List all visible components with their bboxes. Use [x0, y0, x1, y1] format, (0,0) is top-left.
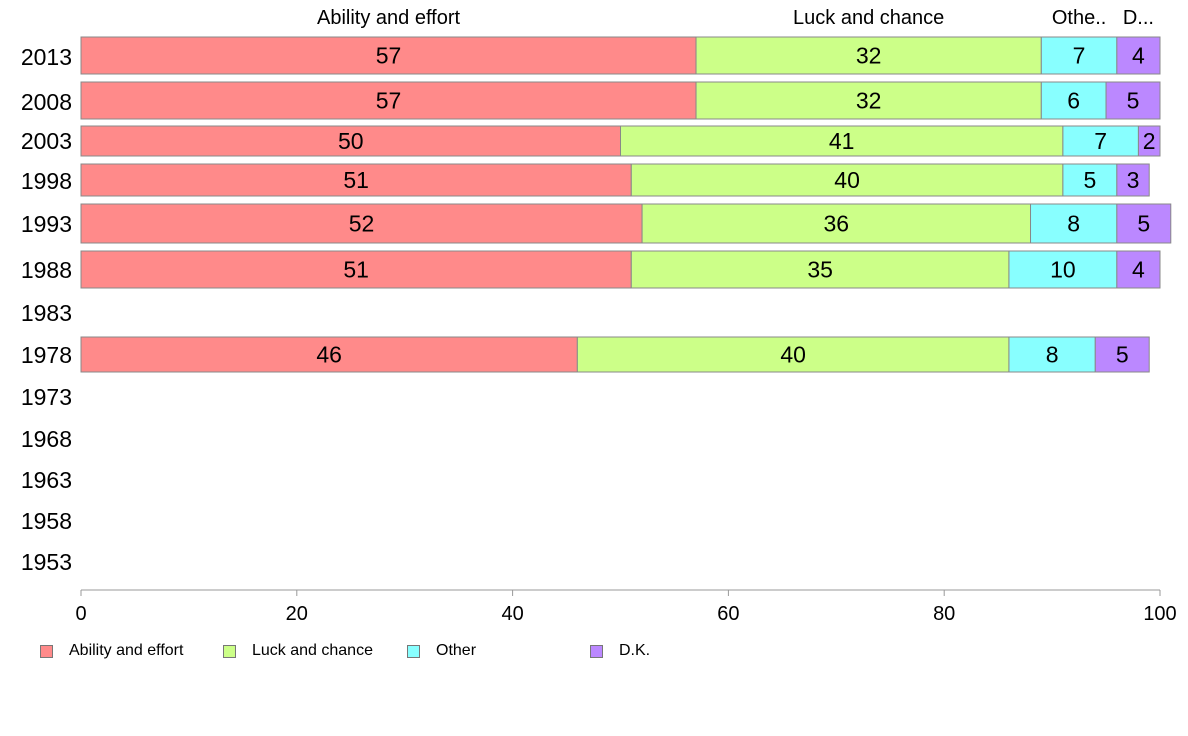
data-label-1978-2: 8	[1046, 342, 1059, 368]
top-series-label-3: D...	[1123, 7, 1154, 29]
bar-1988-ability-and-effort	[80, 250, 632, 289]
bar-2003-ability-and-effort	[80, 125, 621, 157]
data-label-2003-1: 41	[829, 128, 855, 154]
x-tick-label-0: 0	[75, 603, 86, 625]
legend-label: Other	[436, 642, 477, 659]
top-series-label-2: Othe..	[1052, 7, 1106, 29]
data-label-2003-0: 50	[338, 128, 364, 154]
category-label-1953: 1953	[21, 549, 72, 575]
data-label-2013-1: 32	[856, 43, 882, 69]
bar-1993-d-k-	[1116, 203, 1172, 244]
data-label-1998-3: 3	[1127, 167, 1140, 193]
data-label-2003-2: 7	[1094, 128, 1107, 154]
bar-2008-other	[1040, 81, 1107, 120]
data-label-1988-1: 35	[807, 257, 833, 283]
bar-1978-other	[1008, 336, 1096, 373]
data-label-2008-0: 57	[376, 88, 402, 114]
bar-1998-other	[1062, 163, 1118, 197]
x-tick-label-40: 40	[501, 603, 523, 625]
bar-2013-d-k-	[1116, 36, 1161, 75]
data-label-2003-3: 2	[1143, 128, 1156, 154]
category-label-2008: 2008	[21, 89, 72, 115]
category-label-1993: 1993	[21, 211, 72, 237]
data-label-1993-3: 5	[1137, 211, 1150, 237]
top-series-label-0: Ability and effort	[317, 7, 460, 29]
bar-2008-ability-and-effort	[80, 81, 697, 120]
category-label-2013: 2013	[21, 44, 72, 70]
x-tick-label-20: 20	[286, 603, 308, 625]
legend-item-d-k-: D.K.	[590, 642, 650, 660]
bar-1993-luck-and-chance	[641, 203, 1032, 244]
bar-1978-d-k-	[1094, 336, 1150, 373]
bar-1988-luck-and-chance	[630, 250, 1010, 289]
category-label-2003: 2003	[21, 128, 72, 154]
data-label-2008-3: 5	[1127, 88, 1140, 114]
legend-label: Luck and chance	[252, 642, 373, 659]
data-label-2008-2: 6	[1067, 88, 1080, 114]
legend-item-luck-and-chance: Luck and chance	[223, 642, 373, 660]
legend-swatch	[590, 644, 603, 658]
bar-1993-ability-and-effort	[80, 203, 643, 244]
category-label-1978: 1978	[21, 342, 72, 368]
bar-1998-luck-and-chance	[630, 163, 1064, 197]
data-label-1988-3: 4	[1132, 257, 1145, 283]
bar-2003-d-k-	[1137, 125, 1161, 157]
data-label-1993-2: 8	[1067, 211, 1080, 237]
bar-2013-other	[1040, 36, 1118, 75]
bar-2013-ability-and-effort	[80, 36, 697, 75]
category-label-1963: 1963	[21, 467, 72, 493]
bar-1988-d-k-	[1116, 250, 1161, 289]
data-label-1998-0: 51	[343, 167, 369, 193]
category-label-1973: 1973	[21, 384, 72, 410]
data-label-2013-3: 4	[1132, 43, 1145, 69]
category-label-1958: 1958	[21, 508, 72, 534]
legend-item-ability-and-effort: Ability and effort	[40, 642, 183, 660]
bar-2008-luck-and-chance	[695, 81, 1042, 120]
data-label-2013-0: 57	[376, 43, 402, 69]
x-tick-label-60: 60	[717, 603, 739, 625]
legend-item-other: Other	[407, 642, 476, 660]
data-label-1988-0: 51	[343, 257, 369, 283]
top-series-label-1: Luck and chance	[793, 7, 944, 29]
legend-swatch	[40, 644, 53, 658]
legend-label: Ability and effort	[69, 642, 184, 659]
data-label-1978-1: 40	[780, 342, 806, 368]
legend-label: D.K.	[619, 642, 651, 659]
bar-1998-ability-and-effort	[80, 163, 632, 197]
bar-1978-luck-and-chance	[576, 336, 1010, 373]
data-label-1993-1: 36	[824, 211, 850, 237]
bar-2003-luck-and-chance	[620, 125, 1064, 157]
bar-1998-d-k-	[1116, 163, 1150, 197]
legend-swatch	[223, 644, 236, 658]
category-label-1983: 1983	[21, 300, 72, 326]
data-label-2008-1: 32	[856, 88, 882, 114]
data-label-2013-2: 7	[1073, 43, 1086, 69]
data-label-1993-0: 52	[349, 211, 375, 237]
legend-swatch	[407, 644, 420, 658]
x-tick-label-100: 100	[1143, 603, 1176, 625]
data-label-1978-3: 5	[1116, 342, 1129, 368]
category-label-1988: 1988	[21, 257, 72, 283]
bar-2013-luck-and-chance	[695, 36, 1042, 75]
chart-legend: Ability and effort Luck and chance Other D.…	[40, 642, 800, 664]
bar-1993-other	[1030, 203, 1118, 244]
category-label-1998: 1998	[21, 168, 72, 194]
data-label-1978-0: 46	[316, 342, 342, 368]
data-label-1998-1: 40	[834, 167, 860, 193]
data-label-1988-2: 10	[1050, 257, 1076, 283]
bar-1978-ability-and-effort	[80, 336, 578, 373]
category-label-1968: 1968	[21, 426, 72, 452]
bar-1988-other	[1008, 250, 1118, 289]
bar-2008-d-k-	[1105, 81, 1161, 120]
x-tick-label-80: 80	[933, 603, 955, 625]
data-label-1998-2: 5	[1083, 167, 1096, 193]
